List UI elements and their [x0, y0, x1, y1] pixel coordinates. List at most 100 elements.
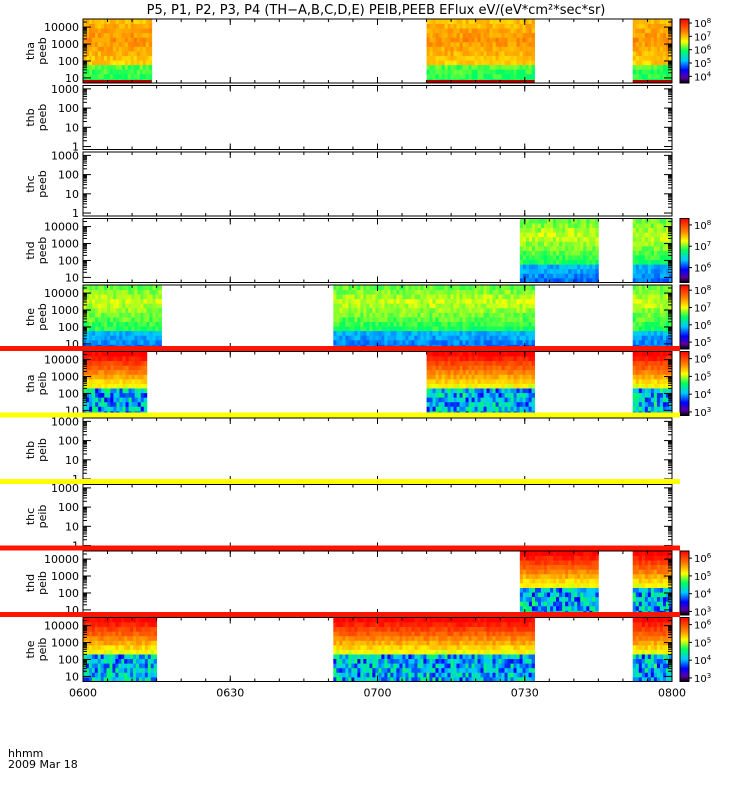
spectrogram-cell — [523, 56, 526, 61]
spectrogram-cell — [354, 308, 357, 313]
spectrogram-cell — [393, 317, 396, 322]
spectrogram-cell — [493, 361, 496, 366]
spectrogram-cell — [110, 370, 113, 375]
spectrogram-cell — [107, 406, 110, 411]
spectrogram-cell — [642, 69, 645, 74]
spectrogram-cell — [642, 326, 645, 331]
spectrogram-cell — [465, 340, 468, 345]
spectrogram-cell — [657, 46, 660, 51]
spectrogram-cell — [113, 335, 116, 340]
spectrogram-cell — [487, 312, 490, 317]
spectrogram-cell — [138, 384, 141, 389]
spectrogram-cell — [336, 290, 339, 295]
spectrogram-cell — [586, 251, 589, 256]
spectrogram-cell — [505, 42, 508, 47]
spectrogram-cell — [469, 356, 472, 361]
spectrogram-cell — [474, 340, 477, 345]
spectrogram-cell — [529, 335, 532, 340]
spectrogram-cell — [633, 308, 636, 313]
spectrogram-cell — [101, 361, 104, 366]
spectrogram-cell — [481, 69, 484, 74]
spectrogram-cell — [104, 60, 107, 65]
spectrogram-cell — [523, 388, 526, 393]
spectrogram-cell — [517, 356, 520, 361]
spectrogram-cell — [463, 24, 466, 29]
spectrogram-cell — [430, 24, 433, 29]
spectrogram-cell — [402, 322, 405, 327]
spectrogram-cell — [484, 406, 487, 411]
spectrogram-cell — [474, 299, 477, 304]
spectrogram-cell — [499, 331, 502, 336]
spectrogram-cell — [123, 370, 126, 375]
spectrogram-cell — [460, 46, 463, 51]
spectrogram-cell — [508, 42, 511, 47]
spectrogram-cell — [126, 402, 129, 407]
spectrogram-cell — [568, 237, 571, 242]
spectrogram-cell — [146, 303, 149, 308]
spectrogram-cell — [137, 37, 140, 42]
spectrogram-cell — [654, 74, 657, 79]
spectrogram-cell — [481, 322, 484, 327]
spectrogram-cell — [116, 37, 119, 42]
spectrogram-cell — [128, 37, 131, 42]
spectrogram-cell — [110, 60, 113, 65]
spectrogram-cell — [444, 308, 447, 313]
spectrogram-cell — [514, 322, 517, 327]
spectrogram-cell — [484, 326, 487, 331]
spectrogram-cell — [532, 384, 535, 389]
colorbar-tick-label: 108 — [694, 284, 711, 297]
spectrogram-cell — [511, 388, 514, 393]
spectrogram-cell — [101, 28, 104, 33]
spectrogram-cell — [132, 384, 135, 389]
spectrogram-cell — [92, 312, 95, 317]
spectrogram-cell — [532, 232, 535, 237]
spectrogram-cell — [514, 406, 517, 411]
spectrogram-cell — [336, 317, 339, 322]
spectrogram-cell — [89, 285, 92, 290]
spectrogram-cell — [387, 294, 390, 299]
spectrogram-cell — [414, 290, 417, 295]
spectrogram-cell — [433, 406, 436, 411]
spectrogram-cell — [472, 46, 475, 51]
spectrogram-cell — [469, 352, 472, 357]
spectrogram-cell — [436, 74, 439, 79]
spectrogram-cell — [508, 374, 511, 379]
spectrogram-cell — [122, 51, 125, 56]
spectrogram-cell — [143, 303, 146, 308]
spectrogram-cell — [577, 251, 580, 256]
spectrogram-cell — [484, 65, 487, 70]
spectrogram-cell — [636, 335, 639, 340]
spectrogram-cell — [451, 46, 454, 51]
spectrogram-cell — [583, 232, 586, 237]
spectrogram-cell — [493, 24, 496, 29]
spectrogram-cell — [408, 303, 411, 308]
spectrogram-cell — [636, 19, 639, 24]
spectrogram-cell — [481, 402, 484, 407]
spectrogram-cell — [110, 290, 113, 295]
spectrogram-cell — [357, 299, 360, 304]
spectrogram-cell — [445, 28, 448, 33]
spectrogram-cell — [110, 388, 113, 393]
spectrogram-cell — [95, 402, 98, 407]
spectrogram-cell — [378, 303, 381, 308]
spectrogram-cell — [472, 24, 475, 29]
spectrogram-cell — [414, 294, 417, 299]
spectrogram-cell — [502, 340, 505, 345]
spectrogram-cell — [481, 331, 484, 336]
spectrogram-cell — [129, 365, 132, 370]
spectrogram-cell — [472, 352, 475, 357]
spectrogram-cell — [134, 290, 137, 295]
spectrogram-cell — [460, 19, 463, 24]
spectrogram-cell — [438, 303, 441, 308]
spectrogram-cell — [453, 331, 456, 336]
spectrogram-cell — [104, 406, 107, 411]
spectrogram-cell — [348, 299, 351, 304]
spectrogram-cell — [553, 237, 556, 242]
colorbar-tick-exponent: 5 — [707, 57, 711, 65]
spectrogram-cell — [98, 402, 101, 407]
spectrogram-cell — [642, 255, 645, 260]
colorbar-tick-base: 10 — [694, 32, 707, 43]
spectrogram-cell — [450, 312, 453, 317]
spectrogram-cell — [648, 285, 651, 290]
